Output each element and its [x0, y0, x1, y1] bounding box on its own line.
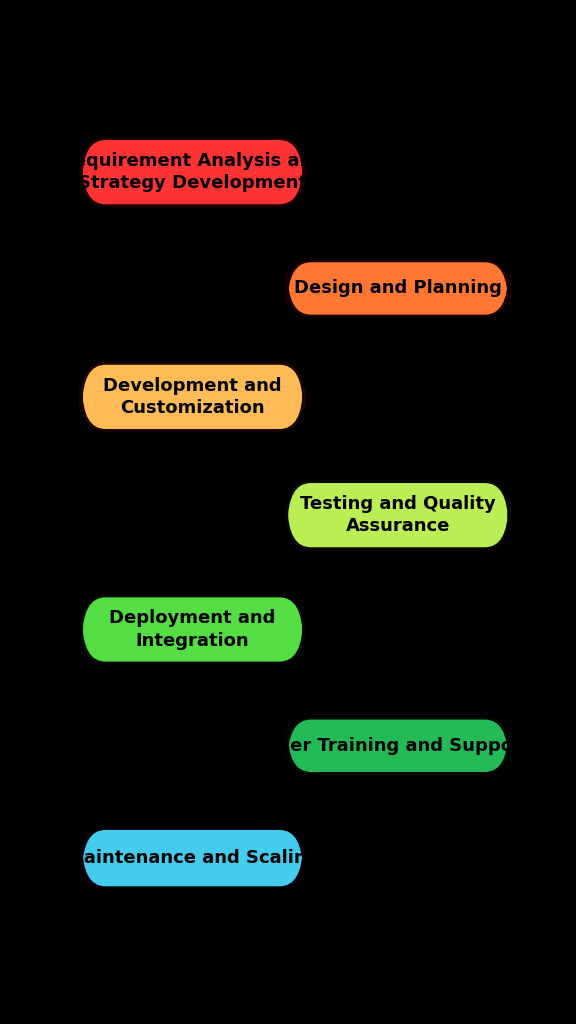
- Text: Maintenance and Scaling: Maintenance and Scaling: [66, 849, 319, 867]
- Text: User Training and Support: User Training and Support: [265, 737, 530, 755]
- FancyBboxPatch shape: [81, 364, 304, 430]
- Text: Requirement Analysis and
Strategy Development: Requirement Analysis and Strategy Develo…: [60, 152, 325, 193]
- FancyBboxPatch shape: [81, 828, 304, 888]
- FancyBboxPatch shape: [286, 261, 509, 316]
- Text: Deployment and
Integration: Deployment and Integration: [109, 609, 276, 649]
- FancyBboxPatch shape: [286, 718, 509, 773]
- Text: Testing and Quality
Assurance: Testing and Quality Assurance: [300, 495, 496, 536]
- Text: Design and Planning: Design and Planning: [294, 280, 502, 297]
- FancyBboxPatch shape: [81, 138, 304, 206]
- FancyBboxPatch shape: [81, 596, 304, 663]
- FancyBboxPatch shape: [286, 481, 509, 549]
- Text: Development and
Customization: Development and Customization: [103, 377, 282, 417]
